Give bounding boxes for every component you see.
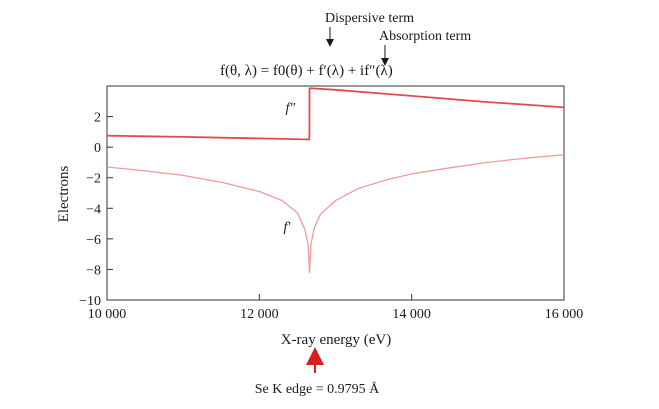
x-axis-label: X-ray energy (eV) <box>281 332 392 348</box>
f-prime-line <box>106 154 565 274</box>
x-tick-label: 16 000 <box>545 307 584 322</box>
y-tick-label: 2 <box>94 111 101 126</box>
x-tick-label: 14 000 <box>392 307 431 322</box>
y-tick-label: 0 <box>94 141 101 156</box>
series-layer <box>106 87 565 274</box>
absorption-term-label: Absorption term <box>379 29 471 44</box>
x-tick-label: 12 000 <box>240 307 279 322</box>
y-axis-ticks: 2 0 −2 −4 −6 −8 −10 <box>79 111 113 309</box>
x-tick-label: 10 000 <box>88 307 127 322</box>
scattering-formula: f(θ, λ) = f0(θ) + f′(λ) + if″(λ) <box>220 63 393 79</box>
y-tick-label: −8 <box>86 263 101 278</box>
y-axis-label: Electrons <box>56 166 72 223</box>
dispersive-term-label: Dispersive term <box>325 11 414 26</box>
series-labels: f″ f′ <box>283 101 295 235</box>
f-double-prime-label: f″ <box>285 101 295 116</box>
x-axis-ticks: 10 000 12 000 14 000 16 000 <box>88 294 584 322</box>
f-double-prime-line <box>106 87 565 141</box>
y-tick-label: −6 <box>86 233 101 248</box>
y-tick-label: −2 <box>86 172 101 187</box>
f-prime-label: f′ <box>283 220 291 235</box>
se-k-edge-label: Se K edge = 0.9795 Å <box>255 381 380 397</box>
y-tick-label: −4 <box>86 202 101 217</box>
plot-frame <box>106 85 565 301</box>
y-tick-label: −10 <box>79 294 101 309</box>
